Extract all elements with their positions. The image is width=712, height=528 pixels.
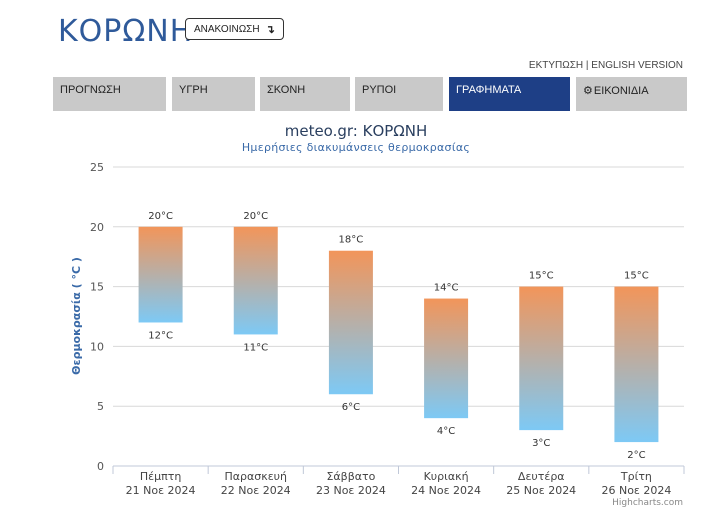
x-tick-label-date: 21 Νοε 2024 [126, 484, 196, 497]
tab-label: ΠΡΟΓΝΩΣΗ [60, 84, 121, 96]
gear-icon: ⚙ [583, 85, 593, 97]
max-temp-label: 20°C [148, 211, 173, 222]
x-tick-label-date: 25 Νοε 2024 [506, 484, 576, 497]
temperature-bar [519, 286, 564, 431]
tab-label: ΕΙΚΟΝΙΔΙΑ [593, 85, 649, 97]
announcement-button[interactable]: ΑΝΑΚΟΙΝΩΣΗ ↴ [185, 18, 284, 40]
temperature-bar [614, 286, 659, 443]
y-tick-label: 25 [90, 161, 104, 174]
max-temp-label: 14°C [434, 283, 459, 294]
temperature-bar [233, 226, 278, 335]
min-temp-label: 12°C [148, 330, 173, 341]
x-tick-label-date: 22 Νοε 2024 [221, 484, 291, 497]
main-nav: ΠΡΟΓΝΩΣΗ ΥΓΡΗ ΣΚΟΝΗ ΡΥΠΟΙ ΓΡΑΦΗΜΑΤΑ ⚙ΕΙΚ… [53, 77, 687, 111]
tab-pollutants[interactable]: ΡΥΠΟΙ [355, 77, 443, 111]
x-tick-label-day: Πέμπτη [140, 470, 181, 483]
x-tick-label-date: 26 Νοε 2024 [601, 484, 671, 497]
chart-title: meteo.gr: ΚΟΡΩΝΗ [284, 122, 428, 140]
y-axis-title: Θερμοκρασία ( °C ) [70, 257, 83, 375]
x-tick-label-day: Τρίτη [620, 470, 652, 483]
min-temp-label: 3°C [532, 438, 550, 449]
highcharts-credit[interactable]: Highcharts.com [612, 498, 683, 508]
max-temp-label: 15°C [624, 271, 649, 282]
top-links: ΕΚΤΥΠΩΣΗ | ENGLISH VERSION [529, 60, 683, 71]
min-temp-label: 11°C [243, 342, 268, 353]
max-temp-label: 15°C [529, 271, 554, 282]
max-temp-label: 18°C [339, 235, 364, 246]
min-temp-label: 2°C [627, 450, 645, 461]
y-tick-label: 15 [90, 281, 104, 294]
x-tick-label-day: Δευτέρα [518, 470, 565, 483]
y-tick-label: 0 [97, 460, 104, 473]
tab-humidity[interactable]: ΥΓΡΗ [172, 77, 255, 111]
tab-label: ΓΡΑΦΗΜΑΤΑ [456, 84, 522, 96]
tab-label: ΡΥΠΟΙ [362, 84, 397, 96]
print-link[interactable]: ΕΚΤΥΠΩΣΗ [528, 60, 584, 71]
announcement-label: ΑΝΑΚΟΙΝΩΣΗ [194, 23, 260, 35]
x-tick-label-day: Κυριακή [424, 470, 469, 483]
link-separator: | [585, 60, 589, 71]
x-tick-label-date: 23 Νοε 2024 [316, 484, 386, 497]
english-version-link[interactable]: ENGLISH VERSION [591, 60, 683, 71]
min-temp-label: 4°C [437, 426, 455, 437]
tab-dust[interactable]: ΣΚΟΝΗ [260, 77, 350, 111]
chart-subtitle: Ημερήσιες διακυμάνσεις θερμοκρασίας [241, 141, 471, 154]
x-tick-label-day: Παρασκευή [225, 470, 288, 483]
tab-forecast[interactable]: ΠΡΟΓΝΩΣΗ [53, 77, 166, 111]
temperature-bar [328, 250, 373, 395]
y-tick-label: 10 [90, 340, 104, 353]
arrow-down-icon: ↴ [265, 23, 275, 36]
tab-label: ΣΚΟΝΗ [267, 84, 306, 96]
x-tick-label-date: 24 Νοε 2024 [411, 484, 481, 497]
y-tick-label: 20 [90, 221, 104, 234]
temperature-bar [424, 298, 469, 419]
temperature-bar [138, 226, 183, 323]
tab-charts[interactable]: ΓΡΑΦΗΜΑΤΑ [449, 77, 570, 111]
min-temp-label: 6°C [342, 402, 360, 413]
x-tick-label-day: Σάββατο [326, 470, 375, 483]
tab-label: ΥΓΡΗ [179, 84, 208, 96]
tab-icons[interactable]: ⚙ΕΙΚΟΝΙΔΙΑ [576, 77, 687, 111]
max-temp-label: 20°C [243, 211, 268, 222]
page-title: ΚΟΡΩΝΗ [58, 14, 194, 49]
y-tick-label: 5 [97, 400, 104, 413]
